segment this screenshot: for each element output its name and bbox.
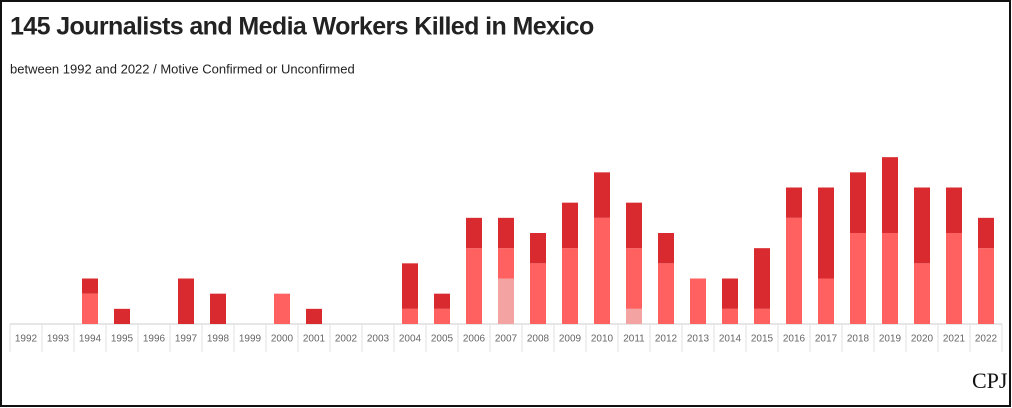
bar-segment: [882, 157, 898, 233]
bar-segment: [530, 233, 546, 264]
bar-segment: [594, 217, 610, 324]
bar-segment: [946, 187, 962, 233]
bar-segment: [690, 278, 706, 324]
x-tick-label: 1999: [239, 334, 262, 345]
x-tick-label: 2021: [943, 334, 966, 345]
x-tick-label: 2004: [399, 334, 422, 345]
x-tick-label: 2018: [847, 334, 870, 345]
x-tick-label: 2013: [687, 334, 710, 345]
bar-segment: [914, 187, 930, 264]
logo: CPJ: [972, 368, 1008, 393]
x-tick-label: 2002: [335, 334, 358, 345]
bar-segment: [818, 187, 834, 279]
x-tick-label: 2020: [911, 334, 934, 345]
x-tick-label: 2010: [591, 334, 614, 345]
bar-segment: [434, 308, 450, 324]
x-tick-label: 2008: [527, 334, 550, 345]
bar-segment: [850, 233, 866, 324]
x-tick-label: 1996: [143, 334, 166, 345]
x-tick-label: 2022: [975, 334, 998, 345]
bar-segment: [434, 293, 450, 309]
bar-segment: [466, 217, 482, 249]
bar-segment: [978, 217, 994, 249]
bar-segment: [466, 248, 482, 324]
bar-segment: [722, 278, 738, 309]
x-tick-label: 2014: [719, 334, 742, 345]
bar-segment: [914, 263, 930, 324]
bar-segment: [498, 248, 514, 279]
bar-segment: [82, 278, 98, 294]
x-tick-label: 2001: [303, 334, 326, 345]
x-tick-label: 2005: [431, 334, 454, 345]
bar-segment: [626, 202, 642, 249]
bar-segment: [882, 233, 898, 324]
x-tick-label: 2007: [495, 334, 518, 345]
bar-segment: [562, 202, 578, 249]
bar-segment: [82, 293, 98, 324]
x-tick-label: 1992: [15, 334, 38, 345]
bar-segment: [786, 217, 802, 324]
x-tick-label: 2015: [751, 334, 774, 345]
x-tick-label: 1993: [47, 334, 70, 345]
x-tick-label: 2017: [815, 334, 838, 345]
bar-segment: [562, 248, 578, 324]
bar-segment: [850, 172, 866, 233]
x-tick-label: 2016: [783, 334, 806, 345]
bar-segment: [754, 248, 770, 309]
x-tick-label: 1997: [175, 334, 198, 345]
bar-segment: [594, 172, 610, 218]
bar-segment: [178, 278, 194, 324]
bar-segment: [946, 233, 962, 324]
chart-title: 145 Journalists and Media Workers Killed…: [10, 13, 594, 41]
x-tick-label: 1998: [207, 334, 230, 345]
bar-segment: [658, 263, 674, 324]
x-tick-label: 2012: [655, 334, 678, 345]
chart-subtitle: between 1992 and 2022 / Motive Confirmed…: [10, 61, 355, 76]
x-tick-label: 2000: [271, 334, 294, 345]
bar-segment: [498, 278, 514, 324]
x-tick-label: 1995: [111, 334, 134, 345]
bar-segment: [402, 308, 418, 324]
bar-segment: [978, 248, 994, 324]
x-tick-label: 1994: [79, 334, 102, 345]
bar-segment: [626, 248, 642, 309]
bar-segment: [530, 263, 546, 324]
bar-segment: [658, 233, 674, 264]
bar-segment: [754, 308, 770, 324]
x-tick-label: 2003: [367, 334, 390, 345]
bar-segment: [274, 293, 290, 324]
bar-segment: [626, 308, 642, 324]
bar-segment: [210, 293, 226, 324]
x-tick-label: 2006: [463, 334, 486, 345]
bar-segment: [498, 217, 514, 249]
bar-segment: [402, 263, 418, 309]
bar-segment: [114, 308, 130, 324]
bar-segment: [786, 187, 802, 218]
bar-segment: [818, 278, 834, 324]
bar-segment: [722, 308, 738, 324]
x-tick-label: 2011: [623, 334, 645, 345]
x-tick-label: 2009: [559, 334, 582, 345]
bar-segment: [306, 308, 322, 324]
x-tick-label: 2019: [879, 334, 902, 345]
